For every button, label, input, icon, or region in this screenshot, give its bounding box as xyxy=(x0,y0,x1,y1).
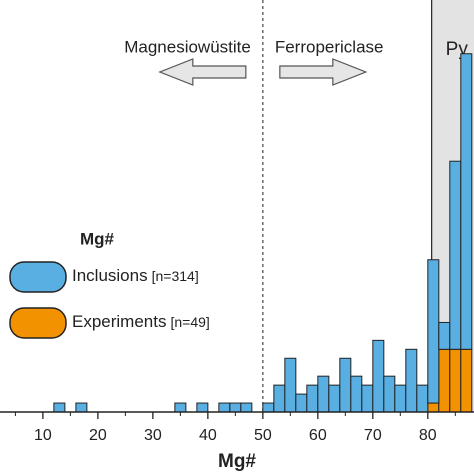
bar xyxy=(460,348,473,413)
legend-name: Inclusions xyxy=(72,266,148,285)
legend-count: [n=314] xyxy=(152,268,199,284)
bar xyxy=(75,402,88,413)
bar xyxy=(273,384,286,413)
bar xyxy=(229,402,242,413)
legend-label: Experiments [n=49] xyxy=(72,312,210,331)
bar xyxy=(460,53,473,350)
bar xyxy=(427,402,440,413)
bars xyxy=(53,53,473,413)
legend-name: Experiments xyxy=(72,312,166,331)
bar xyxy=(427,259,440,404)
bar xyxy=(262,402,275,413)
x-tick-label: 80 xyxy=(419,427,437,444)
bar xyxy=(438,348,451,413)
legend-swatch xyxy=(9,307,67,339)
bar xyxy=(284,357,297,413)
x-tick-label: 10 xyxy=(34,427,52,444)
bar xyxy=(438,321,451,350)
x-tick-label: 30 xyxy=(144,427,162,444)
legend-title: Mg# xyxy=(80,229,115,248)
bar xyxy=(218,402,231,413)
bar xyxy=(361,384,374,413)
bar xyxy=(328,384,341,413)
right-arrow xyxy=(279,58,368,86)
x-axis-label: Mg# xyxy=(218,451,256,472)
bar xyxy=(449,348,462,413)
left-label: Magnesiowüstite xyxy=(124,37,251,56)
legend-count: [n=49] xyxy=(170,314,209,330)
legend-label: Inclusions [n=314] xyxy=(72,266,199,285)
bar xyxy=(339,357,352,413)
bar xyxy=(196,402,209,413)
bar xyxy=(174,402,187,413)
bar xyxy=(394,384,407,413)
bar xyxy=(416,384,429,413)
bar xyxy=(350,375,363,413)
x-tick-label: 70 xyxy=(364,427,382,444)
x-tick-label: 20 xyxy=(89,427,107,444)
bar xyxy=(405,348,418,413)
left-arrow xyxy=(158,58,247,86)
bar xyxy=(240,402,253,413)
bar xyxy=(53,402,66,413)
bar xyxy=(295,393,308,413)
legend-swatch xyxy=(9,261,67,293)
x-tick-label: 50 xyxy=(254,427,272,444)
foreground: 102030405060708090Mg#Mg#Inclusions[n=314… xyxy=(0,229,474,472)
bar xyxy=(372,339,385,413)
right-label: Ferropericlase xyxy=(275,37,384,56)
x-tick-label: 40 xyxy=(199,427,217,444)
bar xyxy=(449,160,462,350)
bar xyxy=(383,375,396,413)
bar xyxy=(306,384,319,413)
x-tick-label: 60 xyxy=(309,427,327,444)
bar xyxy=(317,375,330,413)
